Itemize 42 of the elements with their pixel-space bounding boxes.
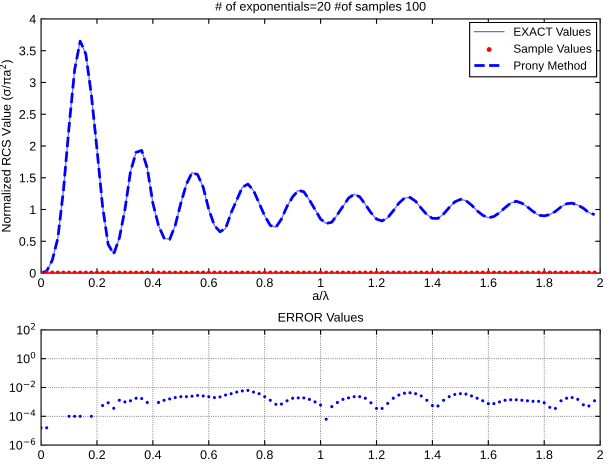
x-tick-label: 1.2 bbox=[368, 450, 385, 460]
y-tick-label: 10$^{0}$ bbox=[17, 352, 36, 364]
x-tick-label: 1 bbox=[318, 450, 324, 460]
chart-title: ERROR Values bbox=[278, 312, 364, 322]
x-tick-label: 0.4 bbox=[144, 278, 162, 288]
x-tick-label: 0.2 bbox=[88, 450, 106, 460]
x-tick-label: 0.2 bbox=[88, 278, 106, 288]
y-tick-label: 3.5 bbox=[19, 46, 36, 56]
y-tick-label: 0 bbox=[30, 268, 36, 278]
x-axis-title: a/λ bbox=[312, 290, 329, 300]
x-tick-label: 1.8 bbox=[536, 450, 552, 460]
x-tick-label: 1.2 bbox=[368, 278, 385, 287]
chart-title: # of exponentials=20 #of samples 100 bbox=[215, 2, 426, 14]
y-tick-label: 10$^{−4}$ bbox=[10, 410, 36, 421]
x-tick-label: 0 bbox=[38, 450, 44, 460]
x-tick-label: 0.6 bbox=[200, 450, 217, 460]
x-tick-label: 1.6 bbox=[480, 278, 496, 288]
x-tick-label: 2 bbox=[597, 278, 603, 287]
y-tick-label: 10$^{−2}$ bbox=[10, 380, 35, 392]
y-tick-label: 1 bbox=[30, 205, 36, 214]
y-tick-label: 2 bbox=[30, 142, 36, 151]
x-tick-label: 0.8 bbox=[256, 278, 273, 288]
y-tick-label: 1.5 bbox=[20, 174, 36, 182]
x-tick-label: 1.4 bbox=[424, 278, 441, 287]
legend-label: Sample Values bbox=[514, 44, 592, 56]
y-tick-label: 3 bbox=[30, 78, 36, 88]
x-tick-label: 1 bbox=[318, 278, 324, 287]
x-tick-label: 1.8 bbox=[536, 278, 552, 288]
y-tick-label: 10$^{2}$ bbox=[17, 323, 35, 334]
x-tick-label: 0.6 bbox=[200, 278, 217, 288]
x-tick-label: 0.4 bbox=[144, 450, 162, 460]
x-tick-label: 1.6 bbox=[480, 450, 496, 460]
y-tick-label: 10$^{−6}$ bbox=[10, 438, 36, 450]
y-tick-label: 4 bbox=[30, 14, 36, 24]
x-tick-label: 0 bbox=[38, 278, 44, 288]
x-tick-label: 0.8 bbox=[256, 450, 273, 460]
legend-label: EXACT Values bbox=[514, 27, 591, 36]
legend-label: Prony Method bbox=[514, 61, 586, 72]
x-tick-label: 2 bbox=[597, 450, 603, 460]
x-tick-label: 1.4 bbox=[424, 450, 441, 460]
y-tick-label: 2.5 bbox=[19, 110, 36, 119]
y-tick-label: 0.5 bbox=[19, 237, 36, 246]
